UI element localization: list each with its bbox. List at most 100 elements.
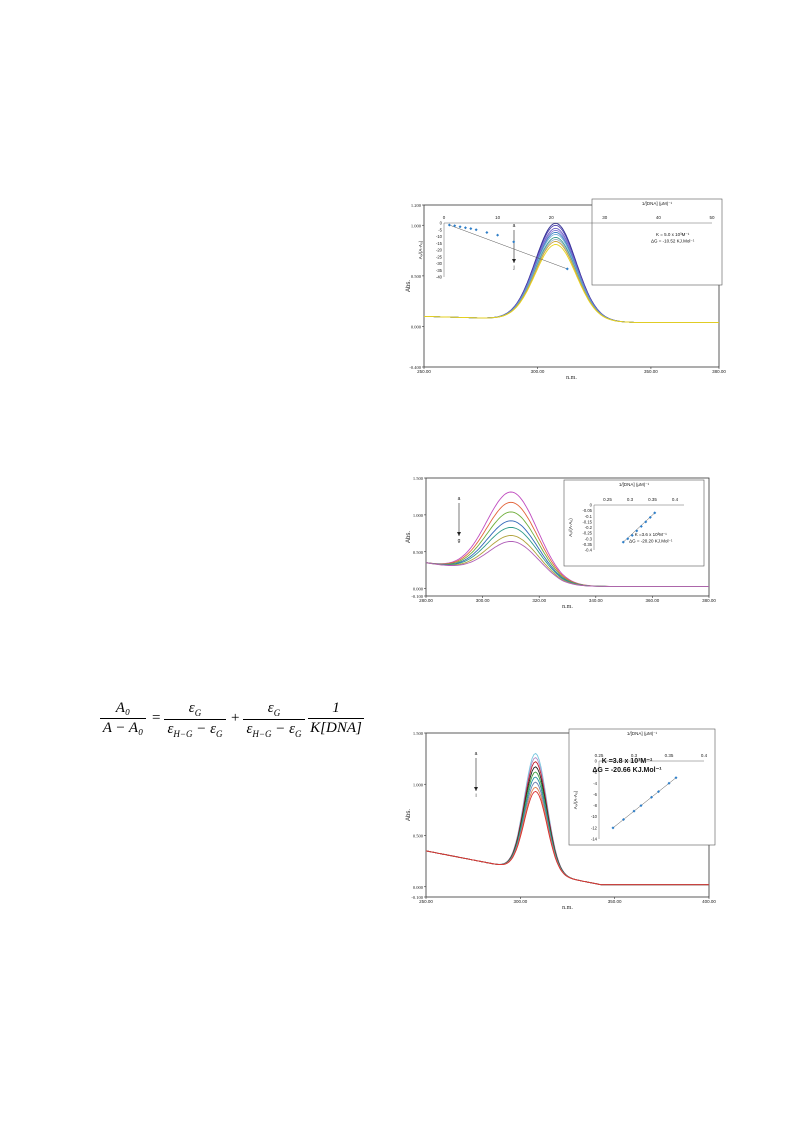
- x-tick-label: 250.00: [417, 369, 431, 374]
- x-tick-label: 400.00: [702, 899, 716, 904]
- arrow-start-label: a: [475, 751, 478, 757]
- term2-fraction: εG εH−G − εG: [243, 700, 305, 739]
- inset-y-axis-label: A₀/(A-A₀): [568, 518, 573, 537]
- x-tick-label: 340.00: [589, 598, 603, 603]
- spectrum-curve: [425, 540, 709, 587]
- term3-fraction: 1 K[DNA]: [308, 700, 364, 737]
- spectrum-curve: [425, 790, 709, 886]
- equals-sign: =: [152, 710, 161, 726]
- y-tick-label: 1.200: [411, 203, 422, 208]
- inset-data-point: [611, 826, 615, 830]
- arrow-end-label: i: [475, 793, 476, 799]
- inset-annotation: K =3.8 x 10³M⁻¹: [602, 758, 653, 765]
- inset-data-point: [653, 511, 657, 515]
- lhs-denominator: A − A₀: [102, 720, 144, 736]
- inset-data-point: [674, 776, 678, 780]
- inset-data-point: [469, 227, 473, 231]
- y-tick-label: 1.000: [411, 223, 422, 228]
- inset-y-tick-label: -10: [591, 814, 598, 819]
- inset-data-point: [635, 529, 639, 533]
- x-tick-label: 380.00: [712, 369, 726, 374]
- inset-y-tick-label: -8: [593, 803, 597, 808]
- inset-x-tick-label: 10: [495, 215, 501, 220]
- y-tick-label: 1.000: [413, 782, 424, 787]
- inset-y-tick-label: -30: [436, 261, 443, 266]
- inset-y-tick-label: -0.05: [582, 508, 592, 513]
- inset-x-tick-label: 0.4: [701, 753, 708, 758]
- benesi-hildebrand-equation: A₀ A − A₀ = εG εH−G − εG + εG εH−G − εG …: [100, 700, 364, 750]
- inset-data-point: [565, 267, 569, 271]
- x-tick-label: 300.00: [513, 899, 527, 904]
- inset-annotation: K =3.6 x 10³M⁻¹: [635, 532, 668, 537]
- arrow-end-label: g: [458, 538, 461, 544]
- y-axis-label: Abs.: [406, 531, 412, 543]
- inset-y-tick-label: 0: [440, 221, 443, 226]
- inset-data-point: [632, 809, 636, 813]
- inset-x-tick-label: 0.3: [631, 753, 638, 758]
- inset-data-point: [648, 515, 652, 519]
- inset-x-tick-label: 50: [709, 215, 715, 220]
- y-tick-label: -0.100: [411, 594, 423, 599]
- inset-data-point: [626, 537, 630, 541]
- inset-y-tick-label: -0.25: [582, 531, 592, 536]
- x-tick-label: 360.00: [646, 598, 660, 603]
- x-tick-label: 380.00: [702, 598, 716, 603]
- inset-annotation: K = 5.0 x 10³M⁻¹: [656, 232, 690, 237]
- inset-y-tick-label: -5: [438, 227, 442, 232]
- inset-data-point: [447, 223, 451, 227]
- lhs-numerator: A₀: [100, 700, 146, 719]
- inset-y-tick-label: -12: [591, 825, 598, 830]
- inset-y-tick-label: -0.2: [585, 525, 593, 530]
- inset-x-tick-label: 0: [443, 215, 446, 220]
- arrow-start-label: a: [513, 223, 516, 229]
- x-axis-label: n.m.: [562, 604, 573, 610]
- inset-y-tick-label: -0.4: [585, 548, 593, 553]
- inset-data-point: [630, 533, 634, 537]
- y-tick-label: 0.000: [413, 885, 424, 890]
- inset-frame: [568, 728, 716, 846]
- inset-x-tick-label: 0.35: [665, 753, 674, 758]
- y-tick-label: -0.400: [409, 365, 421, 370]
- inset-annotation: ΔG = -20.66 KJ.Mol⁻¹: [592, 767, 662, 774]
- x-tick-label: 300.00: [476, 598, 490, 603]
- inset-y-tick-label: -0.3: [585, 536, 593, 541]
- term1-denominator: εH−G − εG: [167, 721, 223, 739]
- y-tick-label: -0.100: [411, 895, 423, 900]
- inset-y-tick-label: -40: [436, 275, 443, 280]
- inset-y-tick-label: -4: [593, 781, 597, 786]
- inset-y-tick-label: -0.1: [585, 514, 593, 519]
- inset-data-point: [644, 520, 648, 524]
- y-tick-label: 0.000: [411, 325, 422, 330]
- inset-x-tick-label: 30: [602, 215, 608, 220]
- term3-numerator: 1: [308, 700, 364, 719]
- arrow-head: [474, 787, 478, 791]
- inset-title: 1/[DNA] (μM)⁻¹: [619, 482, 650, 487]
- x-tick-label: 280.00: [419, 598, 433, 603]
- inset-y-tick-label: -15: [436, 241, 443, 246]
- inset-title: 1/[DNA] (μM)⁻¹: [642, 201, 673, 206]
- x-tick-label: 250.00: [419, 899, 433, 904]
- spectrum-curve: [424, 244, 719, 323]
- inset-data-point: [458, 225, 462, 229]
- x-tick-label: 350.00: [644, 369, 658, 374]
- inset-y-axis-label: A₀/(A-A₀): [573, 790, 578, 809]
- arrow-end-label: j: [512, 265, 514, 271]
- inset-annotation: ΔG = -20.20 KJ.Mol⁻¹: [629, 539, 673, 544]
- inset-y-tick-label: -6: [593, 792, 597, 797]
- inset-data-point: [453, 224, 457, 228]
- inset-y-axis-label: A₀/(A-A₀): [418, 240, 423, 259]
- lhs-fraction: A₀ A − A₀: [100, 700, 146, 737]
- term2-denominator: εH−G − εG: [246, 721, 302, 739]
- plus-sign: +: [231, 710, 240, 726]
- inset-x-tick-label: 0.35: [648, 497, 657, 502]
- inset-x-tick-label: 20: [549, 215, 555, 220]
- x-axis-label: n.m.: [562, 905, 573, 911]
- term2-numerator: εG: [243, 700, 305, 720]
- inset-y-tick-label: -35: [436, 268, 443, 273]
- y-tick-label: 0.500: [413, 550, 424, 555]
- inset-y-tick-label: -0.35: [582, 542, 592, 547]
- x-tick-label: 350.00: [608, 899, 622, 904]
- arrow-start-label: a: [458, 496, 461, 502]
